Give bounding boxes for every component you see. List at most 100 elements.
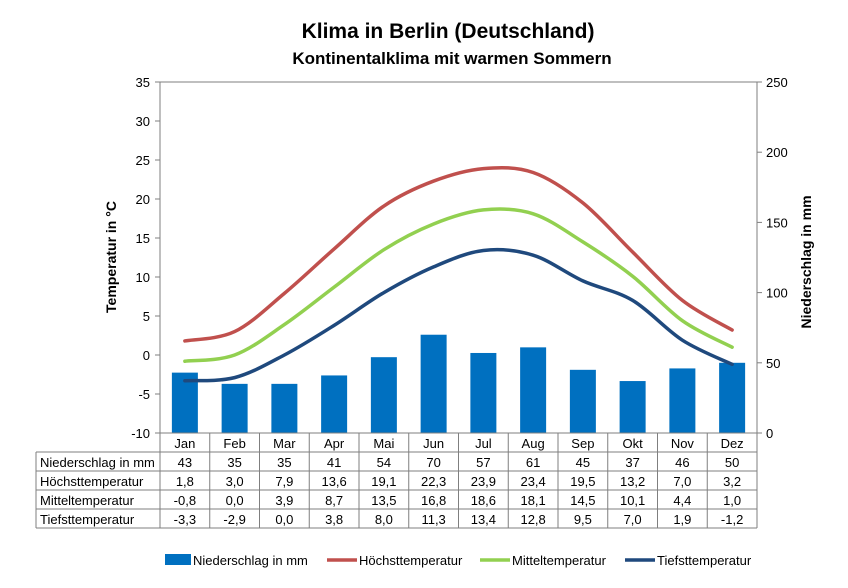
y-axis-label-left: Temperatur in °C <box>103 201 119 313</box>
bar-niederschlag-jan <box>171 372 198 433</box>
row-niederschlag-cell: 41 <box>327 455 341 470</box>
legend-mitteltemperatur-label: Mitteltemperatur <box>512 553 607 568</box>
row-hoechsttemperatur-cell: 3,0 <box>226 474 244 489</box>
row-mitteltemperatur-cell: 0,0 <box>226 493 244 508</box>
row-hoechsttemperatur-cell: 3,2 <box>723 474 741 489</box>
bar-series <box>171 334 746 433</box>
row-niederschlag-cell: 57 <box>476 455 490 470</box>
bar-niederschlag-dez <box>719 362 746 433</box>
bar-niederschlag-nov <box>669 368 696 433</box>
right-tick-label: 150 <box>766 215 788 230</box>
right-tick-label: 100 <box>766 286 788 301</box>
bar-niederschlag-apr <box>321 375 348 433</box>
bar-niederschlag-sep <box>569 369 596 433</box>
row-mitteltemperatur-cell: 18,1 <box>520 493 545 508</box>
legend-hoechsttemperatur-label: Höchsttemperatur <box>359 553 463 568</box>
left-tick-label: 35 <box>136 75 150 90</box>
y-axis-label-right: Niederschlag in mm <box>798 195 814 328</box>
bar-niederschlag-jul <box>470 352 497 433</box>
month-label-mai: Mai <box>373 436 394 451</box>
row-hoechsttemperatur-cell: 13,6 <box>321 474 346 489</box>
row-hoechsttemperatur-cell: 7,0 <box>673 474 691 489</box>
month-label-nov: Nov <box>671 436 695 451</box>
left-tick-label: 30 <box>136 114 150 129</box>
month-label-jan: Jan <box>174 436 195 451</box>
bar-niederschlag-aug <box>520 347 547 433</box>
row-hoechsttemperatur-header: Höchsttemperatur <box>40 474 144 489</box>
row-niederschlag-cell: 43 <box>178 455 192 470</box>
bar-niederschlag-feb <box>221 383 248 433</box>
line-hoechsttemperatur <box>183 165 734 343</box>
row-tiefsttemperatur-cell: -1,2 <box>721 512 743 527</box>
left-tick-label: 20 <box>136 192 150 207</box>
row-hoechsttemperatur-cell: 19,5 <box>570 474 595 489</box>
row-mitteltemperatur-cell: 16,8 <box>421 493 446 508</box>
row-tiefsttemperatur-cell: 7,0 <box>624 512 642 527</box>
left-tick-label: 5 <box>143 309 150 324</box>
line-mitteltemperatur <box>183 207 734 363</box>
row-mitteltemperatur-cell: 8,7 <box>325 493 343 508</box>
row-mitteltemperatur-cell: 10,1 <box>620 493 645 508</box>
right-axis: 250 200 150 100 50 0 <box>757 75 788 441</box>
row-niederschlag-cell: 70 <box>426 455 440 470</box>
legend-niederschlag-swatch <box>165 554 191 565</box>
row-niederschlag-header: Niederschlag in mm <box>40 455 155 470</box>
legend: Niederschlag in mm Höchsttemperatur Mittel… <box>165 553 752 568</box>
row-niederschlag-cell: 46 <box>675 455 689 470</box>
row-mitteltemperatur-cell: -0,8 <box>174 493 196 508</box>
row-mitteltemperatur-cell: 13,5 <box>371 493 396 508</box>
chart-subtitle: Kontinentalklima mit warmen Sommern <box>292 49 611 68</box>
row-tiefsttemperatur-cell: 9,5 <box>574 512 592 527</box>
row-niederschlag-cell: 37 <box>625 455 639 470</box>
right-tick-label: 50 <box>766 356 780 371</box>
month-label-okt: Okt <box>623 436 644 451</box>
row-tiefsttemperatur-cell: -2,9 <box>223 512 245 527</box>
row-mitteltemperatur-cell: 18,6 <box>471 493 496 508</box>
row-tiefsttemperatur-cell: 8,0 <box>375 512 393 527</box>
month-label-sep: Sep <box>571 436 594 451</box>
row-hoechsttemperatur-cell: 1,8 <box>176 474 194 489</box>
right-tick-label: 200 <box>766 145 788 160</box>
left-axis: 35 30 25 20 15 10 5 0 -5 -10 <box>131 75 160 441</box>
right-tick-label: 0 <box>766 426 773 441</box>
month-label-aug: Aug <box>522 436 545 451</box>
row-hoechsttemperatur-cell: 19,1 <box>371 474 396 489</box>
legend-tiefsttemperatur-label: Tiefsttemperatur <box>657 553 752 568</box>
left-tick-label: -5 <box>138 387 150 402</box>
row-hoechsttemperatur-cell: 22,3 <box>421 474 446 489</box>
month-label-jul: Jul <box>475 436 492 451</box>
row-mitteltemperatur-cell: 3,9 <box>275 493 293 508</box>
row-tiefsttemperatur-header: Tiefsttemperatur <box>40 512 135 527</box>
row-mitteltemperatur-header: Mitteltemperatur <box>40 493 135 508</box>
row-niederschlag-cell: 61 <box>526 455 540 470</box>
row-hoechsttemperatur-cell: 7,9 <box>275 474 293 489</box>
row-niederschlag-cell: 45 <box>576 455 590 470</box>
row-niederschlag-cell: 35 <box>227 455 241 470</box>
month-label-jun: Jun <box>423 436 444 451</box>
row-mitteltemperatur-cell: 4,4 <box>673 493 691 508</box>
row-tiefsttemperatur-cell: 13,4 <box>471 512 496 527</box>
left-tick-label: 25 <box>136 153 150 168</box>
row-tiefsttemperatur-cell: 3,8 <box>325 512 343 527</box>
row-hoechsttemperatur-cell: 13,2 <box>620 474 645 489</box>
month-label-feb: Feb <box>223 436 245 451</box>
chart-title: Klima in Berlin (Deutschland) <box>302 20 595 43</box>
bar-niederschlag-mai <box>370 357 397 433</box>
bar-niederschlag-okt <box>619 381 646 433</box>
left-tick-label: -10 <box>131 426 150 441</box>
row-niederschlag-cell: 50 <box>725 455 739 470</box>
line-series <box>183 165 734 383</box>
line-tiefsttemperatur <box>183 247 734 383</box>
data-table: Jan Feb Mar Apr Mai Jun Jul Aug Sep Okt Nov Dez Nied… <box>35 432 758 529</box>
month-label-mar: Mar <box>273 436 296 451</box>
bar-niederschlag-jun <box>420 334 447 433</box>
row-niederschlag-cell: 35 <box>277 455 291 470</box>
left-tick-label: 15 <box>136 231 150 246</box>
row-mitteltemperatur-cell: 14,5 <box>570 493 595 508</box>
right-tick-label: 250 <box>766 75 788 90</box>
bar-niederschlag-mar <box>271 383 298 433</box>
legend-niederschlag-label: Niederschlag in mm <box>193 553 308 568</box>
row-hoechsttemperatur-cell: 23,9 <box>471 474 496 489</box>
row-niederschlag-cell: 54 <box>377 455 391 470</box>
